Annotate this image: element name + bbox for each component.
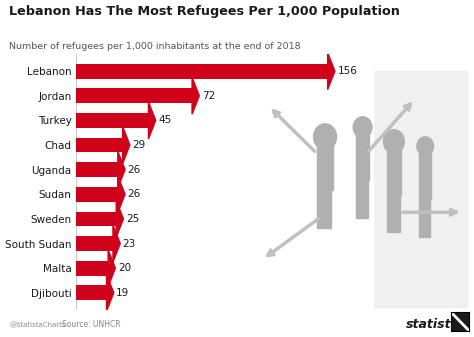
Bar xyxy=(393,195,400,233)
Text: 26: 26 xyxy=(128,189,141,199)
Bar xyxy=(76,212,116,226)
Polygon shape xyxy=(116,201,123,237)
Text: @StatistaCharts: @StatistaCharts xyxy=(9,322,66,329)
Text: 20: 20 xyxy=(118,263,131,273)
Polygon shape xyxy=(113,225,120,262)
Polygon shape xyxy=(108,250,115,287)
Circle shape xyxy=(314,124,337,150)
Bar xyxy=(76,285,107,300)
Text: 23: 23 xyxy=(123,239,136,249)
Bar xyxy=(76,236,113,251)
Bar xyxy=(387,143,401,195)
Circle shape xyxy=(417,137,434,156)
Bar xyxy=(76,162,118,177)
Polygon shape xyxy=(118,176,125,213)
Text: statista: statista xyxy=(406,318,460,331)
Bar xyxy=(356,180,362,218)
Text: 156: 156 xyxy=(337,66,357,76)
Bar xyxy=(387,195,393,233)
Bar xyxy=(325,190,331,228)
Text: Lebanon Has The Most Refugees Per 1,000 Population: Lebanon Has The Most Refugees Per 1,000 … xyxy=(9,5,401,18)
Polygon shape xyxy=(123,127,130,163)
Bar xyxy=(425,199,430,237)
Bar xyxy=(76,64,328,79)
Text: Number of refugees per 1,000 inhabitants at the end of 2018: Number of refugees per 1,000 inhabitants… xyxy=(9,42,301,51)
Circle shape xyxy=(383,130,404,153)
Bar xyxy=(317,190,324,228)
Bar xyxy=(76,261,108,276)
Text: Source: UNHCR: Source: UNHCR xyxy=(62,319,120,329)
Polygon shape xyxy=(118,151,125,188)
Polygon shape xyxy=(148,102,156,139)
Polygon shape xyxy=(107,274,114,311)
Bar xyxy=(76,187,118,202)
Text: 26: 26 xyxy=(128,165,141,175)
Bar xyxy=(76,88,192,103)
Bar xyxy=(419,147,431,199)
Bar xyxy=(356,128,369,180)
Polygon shape xyxy=(328,53,335,90)
Bar xyxy=(317,138,333,190)
Text: 72: 72 xyxy=(202,91,215,101)
Text: 45: 45 xyxy=(158,115,172,125)
Bar xyxy=(362,180,368,218)
Text: 25: 25 xyxy=(126,214,139,224)
Bar xyxy=(419,199,424,237)
Polygon shape xyxy=(192,77,200,114)
Bar xyxy=(76,137,123,152)
Text: 19: 19 xyxy=(116,288,129,298)
Bar xyxy=(76,113,148,128)
Text: 29: 29 xyxy=(132,140,146,150)
Circle shape xyxy=(353,117,372,138)
